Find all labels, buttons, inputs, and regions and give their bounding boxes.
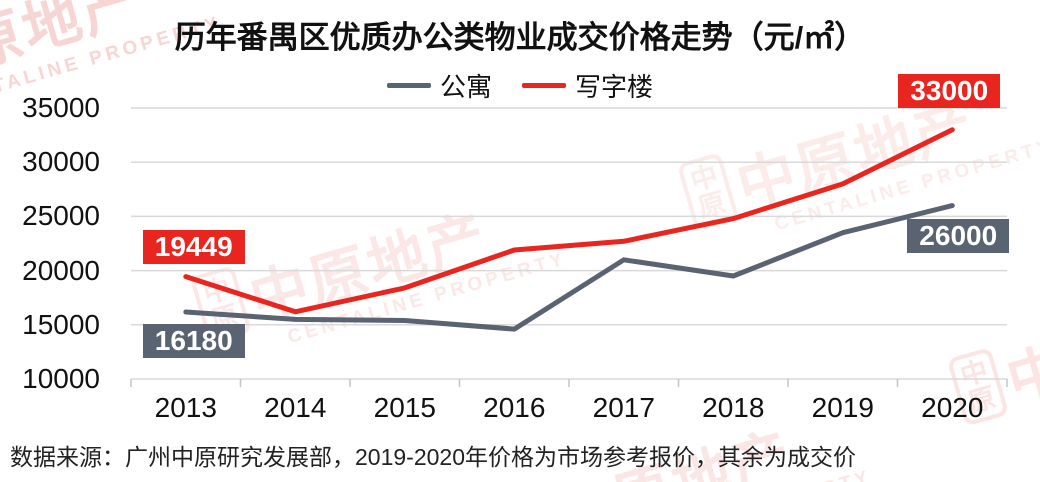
y-axis-label: 25000 (22, 200, 100, 232)
chart-title: 历年番禺区优质办公类物业成交价格走势（元/㎡） (174, 20, 866, 55)
x-axis-label: 2019 (811, 392, 874, 423)
legend-swatch-apartment (386, 83, 431, 88)
y-axis-label: 35000 (22, 92, 100, 123)
y-axis-label: 15000 (22, 308, 100, 340)
legend-item-office: 写字楼 (522, 67, 653, 104)
series-line-office (183, 127, 955, 315)
legend-label-apartment: 公寓 (439, 72, 492, 102)
data-label: 19449 (142, 229, 245, 264)
x-axis-label: 2013 (154, 392, 217, 423)
series-line-apartment (183, 203, 955, 332)
data-label: 26000 (907, 218, 1010, 253)
legend: 公寓 写字楼 (0, 67, 1040, 104)
x-axis-label: 2020 (921, 392, 984, 423)
y-axis-label: 20000 (22, 254, 100, 286)
legend-label-office: 写字楼 (575, 72, 654, 102)
legend-item-apartment: 公寓 (386, 67, 492, 104)
x-axis-label: 2016 (483, 392, 546, 423)
y-axis-label: 10000 (22, 363, 100, 394)
y-axis-label: 30000 (22, 146, 100, 178)
x-axis-label: 2015 (373, 392, 436, 423)
data-label: 33000 (898, 73, 1001, 108)
data-label: 16180 (142, 324, 245, 358)
x-axis-label: 2017 (592, 392, 655, 423)
x-axis-label: 2014 (264, 392, 327, 423)
x-axis-label: 2018 (702, 392, 765, 423)
source-note: 数据来源：广州中原研究发展部，2019-2020年价格为市场参考报价，其余为成交… (10, 444, 856, 470)
legend-swatch-office (522, 83, 566, 88)
